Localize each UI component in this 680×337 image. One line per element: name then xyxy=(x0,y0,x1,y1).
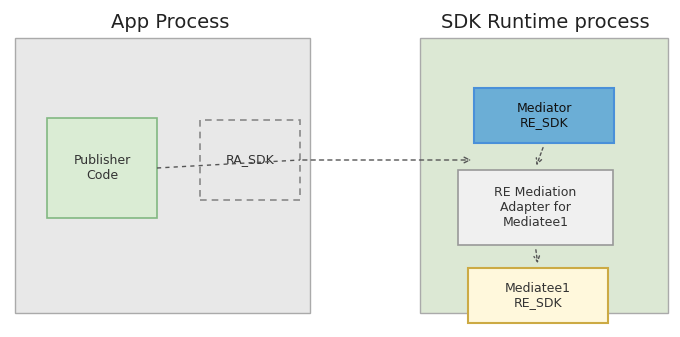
Text: SDK Runtime process: SDK Runtime process xyxy=(441,12,649,31)
FancyBboxPatch shape xyxy=(474,88,614,143)
Text: RE Mediation
Adapter for
Mediatee1: RE Mediation Adapter for Mediatee1 xyxy=(494,186,577,229)
Text: RA_SDK: RA_SDK xyxy=(226,153,274,166)
FancyBboxPatch shape xyxy=(15,38,310,313)
Text: Mediatee1
RE_SDK: Mediatee1 RE_SDK xyxy=(505,281,571,309)
FancyBboxPatch shape xyxy=(458,170,613,245)
Text: App Process: App Process xyxy=(111,12,229,31)
FancyBboxPatch shape xyxy=(420,38,668,313)
FancyBboxPatch shape xyxy=(47,118,157,218)
Text: Publisher
Code: Publisher Code xyxy=(73,154,131,182)
FancyBboxPatch shape xyxy=(468,268,608,323)
Text: Mediator
RE_SDK: Mediator RE_SDK xyxy=(516,101,572,129)
